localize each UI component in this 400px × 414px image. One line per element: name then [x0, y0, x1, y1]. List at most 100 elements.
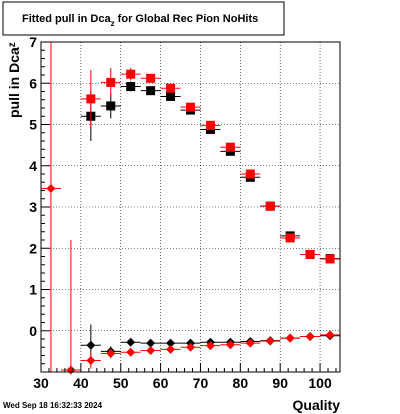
y-tick-label: 7	[29, 34, 37, 50]
data-point	[200, 120, 221, 130]
x-tick-label: 60	[153, 375, 169, 391]
square-marker	[126, 82, 136, 92]
data-point	[180, 342, 201, 352]
y-tick-label: 1	[29, 282, 37, 298]
data-point	[140, 86, 161, 96]
x-tick-label: 100	[308, 375, 332, 391]
square-marker	[186, 102, 195, 112]
data-point	[120, 347, 141, 357]
series-4	[41, 42, 340, 375]
x-axis-label: Quality	[293, 397, 341, 413]
data-point	[100, 67, 121, 97]
x-tick-label: 90	[272, 375, 288, 391]
diamond-marker	[126, 347, 136, 357]
diamond-marker	[265, 336, 275, 346]
x-tick-label: 30	[33, 375, 49, 391]
diamond-marker	[106, 348, 116, 358]
series-1	[80, 81, 340, 264]
data-point	[240, 338, 261, 348]
diamond-marker	[245, 338, 255, 348]
square-marker	[166, 91, 176, 101]
diamond-marker	[225, 340, 235, 350]
data-point	[280, 333, 301, 343]
y-axis-label: pull in Dcaz	[6, 42, 22, 118]
data-point	[41, 42, 61, 372]
data-point	[140, 73, 161, 83]
square-marker	[146, 73, 156, 83]
square-marker	[225, 142, 235, 152]
square-marker	[285, 233, 295, 243]
square-marker	[106, 101, 116, 111]
x-tick-label: 40	[73, 375, 89, 391]
y-tick-label: 3	[29, 199, 37, 215]
data-point	[160, 83, 181, 93]
diamond-marker	[186, 342, 195, 352]
diamond-marker	[205, 341, 215, 351]
data-point	[260, 336, 281, 346]
diamond-marker	[325, 330, 335, 340]
data-point	[160, 338, 181, 348]
data-point	[300, 332, 321, 342]
data-point	[160, 91, 181, 101]
square-marker	[166, 83, 176, 93]
timestamp: Wed Sep 18 16:32:33 2024	[3, 401, 103, 410]
data-point	[260, 201, 281, 211]
data-point	[120, 67, 141, 81]
data-point	[180, 102, 201, 112]
data-point	[220, 142, 241, 152]
square-marker	[325, 254, 335, 264]
y-tick-label: 5	[29, 117, 37, 133]
diamond-marker	[66, 365, 76, 375]
y-tick-label: 0	[29, 323, 37, 339]
data-point	[280, 233, 301, 243]
diamond-marker	[86, 355, 96, 365]
diamond-marker	[285, 333, 295, 343]
y-tick-label: 6	[29, 75, 37, 91]
y-tick-label: 4	[29, 158, 37, 174]
x-tick-label: 80	[233, 375, 249, 391]
diamond-marker	[305, 332, 315, 342]
data-point	[160, 344, 181, 354]
data-point	[60, 240, 81, 375]
data-marks	[41, 42, 340, 375]
data-point	[320, 254, 340, 264]
data-point	[140, 338, 161, 348]
diamond-marker	[146, 346, 156, 356]
plot-frame	[40, 41, 341, 373]
grid	[41, 42, 340, 372]
square-marker	[106, 77, 116, 87]
data-point	[120, 337, 141, 347]
square-marker	[305, 249, 315, 259]
title-box	[2, 1, 285, 36]
square-marker	[86, 94, 96, 104]
data-point	[80, 70, 101, 128]
diamond-marker	[46, 183, 56, 193]
data-point	[220, 340, 241, 350]
y-tick-label: 2	[29, 240, 37, 256]
chart-title: Fitted pull in Dcaz for Global Rec Pion …	[22, 13, 258, 28]
series-2	[80, 67, 340, 264]
axis-ticks	[40, 41, 337, 373]
diamond-marker	[166, 338, 176, 348]
diamond-marker	[126, 337, 136, 347]
diamond-marker	[86, 340, 96, 350]
data-point	[120, 81, 141, 92]
square-marker	[146, 86, 156, 96]
data-point	[100, 93, 121, 119]
square-marker	[245, 169, 255, 179]
x-tick-label: 70	[193, 375, 209, 391]
data-point	[320, 330, 340, 340]
diamond-marker	[146, 338, 156, 348]
square-marker	[205, 120, 215, 130]
data-point	[80, 352, 101, 369]
data-point	[240, 169, 261, 179]
diamond-marker	[166, 344, 176, 354]
data-point	[100, 348, 121, 359]
data-point	[140, 346, 161, 356]
data-point	[300, 249, 321, 259]
data-point	[200, 341, 221, 351]
square-marker	[126, 69, 136, 79]
tick-labels: 30 40 50 60 70 80 90 100 0 1 2 3 4 5 6 7	[29, 34, 332, 391]
x-tick-label: 50	[113, 375, 129, 391]
